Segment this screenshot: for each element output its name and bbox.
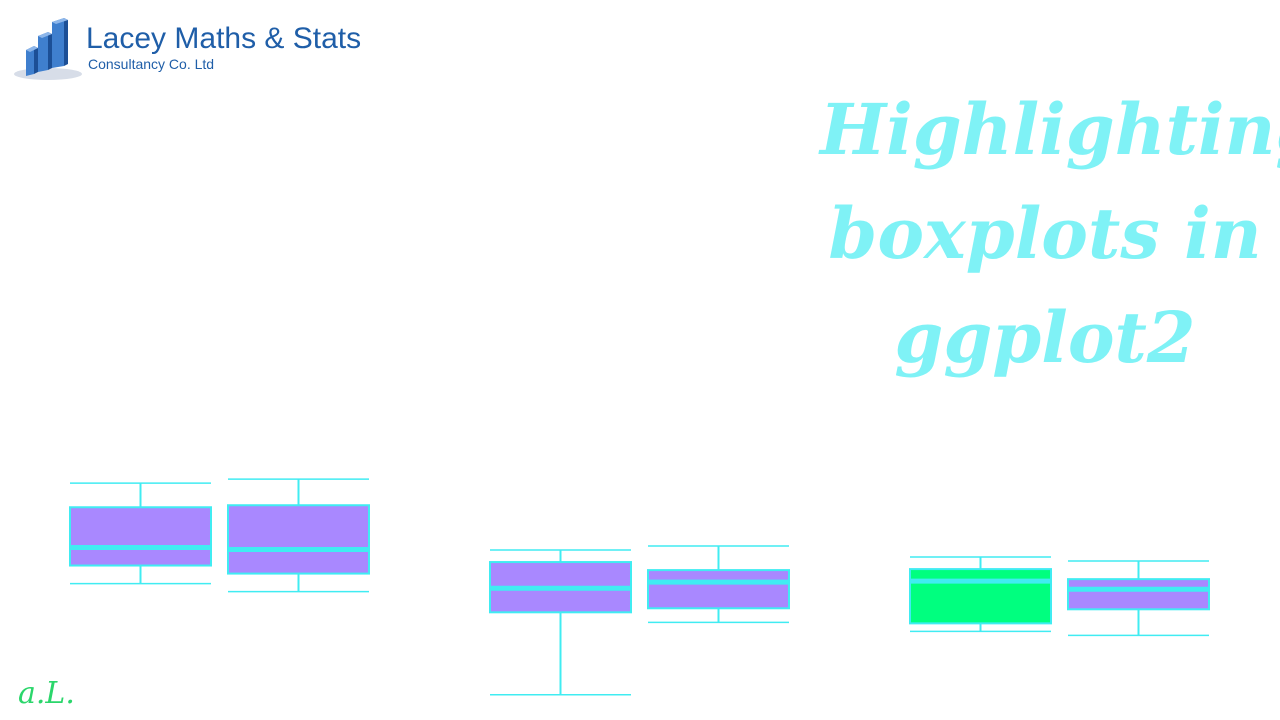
box xyxy=(1067,578,1210,611)
highlighted-box xyxy=(909,568,1052,625)
signature: a.L. xyxy=(18,676,75,711)
bar-chart-logo-icon xyxy=(8,8,88,88)
logo-title: Lacey Maths & Stats xyxy=(86,22,362,55)
headline-line-2: boxplots in xyxy=(828,192,1262,275)
headline-line-1: Highlighting xyxy=(820,88,1280,171)
box xyxy=(227,504,370,575)
logo-subtitle: Consultancy Co. Ltd xyxy=(88,56,215,72)
headline-line-3: ggplot2 xyxy=(894,296,1196,379)
box xyxy=(69,506,212,567)
headline: Highlighting boxplots in ggplot2 xyxy=(820,78,1280,390)
box xyxy=(647,569,790,610)
